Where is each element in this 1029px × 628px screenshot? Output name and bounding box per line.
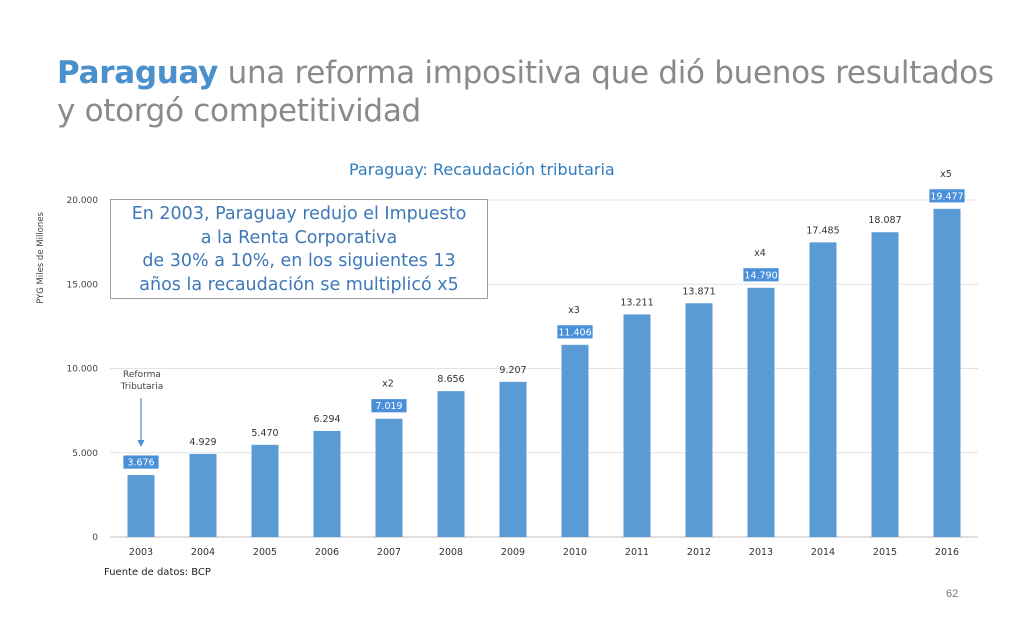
chart-title: Paraguay: Recaudación tributaria [349,160,615,179]
bar [375,418,403,537]
x-tick-label: 2008 [439,547,463,558]
data-label: 8.656 [437,374,464,385]
multiplier-label: x2 [382,379,394,390]
data-label: 7.019 [375,401,402,412]
x-tick-label: 2007 [377,547,401,558]
bar [499,381,527,537]
bar [871,232,899,537]
x-tick-label: 2006 [315,547,339,558]
data-label: 19.477 [930,191,963,202]
x-tick-label: 2003 [129,547,153,558]
data-label: 6.294 [313,414,340,425]
data-label: 13.871 [682,286,715,297]
x-tick-label: 2014 [811,547,835,558]
bar [685,303,713,537]
data-label-box [928,188,966,204]
data-label: 11.406 [558,327,591,338]
callout-box: En 2003, Paraguay redujo el Impuesto a l… [110,199,488,299]
data-label: 3.676 [127,458,154,469]
data-label: 14.790 [744,270,777,281]
data-label: 18.087 [868,215,901,226]
annotation-arrowhead [137,440,145,447]
multiplier-label: x3 [568,305,580,316]
bar [437,391,465,537]
data-label: 9.207 [499,365,526,376]
page-number: 62 [946,588,959,600]
annotation-text: Tributaria [120,382,164,392]
y-tick-label: 10.000 [67,365,99,375]
y-axis-label: PYG Miles de Millones [36,212,46,304]
x-tick-label: 2005 [253,547,277,558]
title-accent: Paraguay [57,55,219,91]
multiplier-label: x4 [754,248,766,259]
x-tick-label: 2013 [749,547,773,558]
callout-line: En 2003, Paraguay redujo el Impuesto [131,204,467,224]
x-tick-label: 2012 [687,547,711,558]
bar [561,344,589,537]
data-label: 5.470 [251,428,278,439]
bar [127,475,155,537]
data-label: 13.211 [620,297,653,308]
x-tick-label: 2009 [501,547,525,558]
bar [251,444,279,537]
data-label-box [556,324,594,340]
callout-line: de 30% a 10%, en los siguientes 13 [142,251,456,271]
annotation-text: Reforma [123,370,161,380]
multiplier-label: x5 [940,169,952,180]
bar [809,242,837,537]
data-label-box [742,267,780,283]
x-tick-label: 2011 [625,547,649,558]
slide-title: Paraguay una reforma impositiva que dió … [57,54,997,130]
title-rest: una reforma impositiva que dió buenos re… [57,55,994,129]
data-label-box [370,398,408,414]
data-label-box [122,454,160,470]
bar [189,453,217,537]
callout-line: a la Renta Corporativa [200,227,398,248]
x-tick-label: 2016 [935,547,959,558]
bar [933,208,961,537]
x-tick-label: 2010 [563,547,587,558]
bar [313,430,341,537]
x-tick-label: 2004 [191,547,215,558]
source-note: Fuente de datos: BCP [104,567,211,578]
y-tick-label: 0 [92,533,98,543]
data-label: 4.929 [189,437,216,448]
bar [623,314,651,537]
data-label: 17.485 [806,225,839,236]
bar [747,287,775,537]
callout-line: años la recaudación se multiplicó x5 [139,274,459,295]
x-tick-label: 2015 [873,547,897,558]
y-tick-label: 15.000 [67,280,99,290]
y-tick-label: 20.000 [67,196,99,206]
y-tick-label: 5.000 [72,449,98,459]
